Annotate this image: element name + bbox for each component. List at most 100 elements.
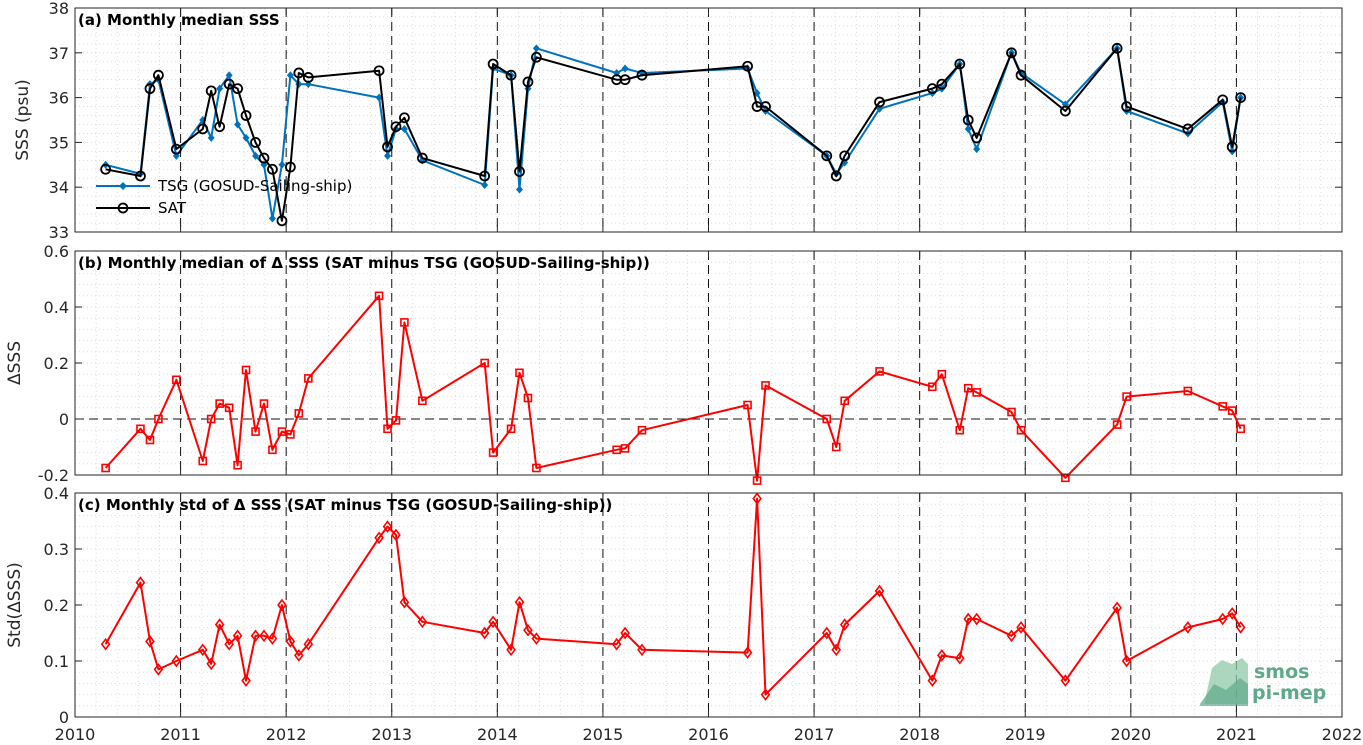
data-point xyxy=(973,145,981,154)
data-point xyxy=(963,383,973,393)
data-point xyxy=(234,120,242,129)
x-tick-label: 2016 xyxy=(688,725,729,744)
data-point xyxy=(136,424,145,434)
data-point xyxy=(170,143,182,155)
data-point xyxy=(637,643,647,657)
data-point xyxy=(752,492,762,505)
data-point xyxy=(286,430,295,439)
data-point xyxy=(1061,473,1070,483)
y-tick-label: 0.6 xyxy=(44,242,69,261)
x-tick-label: 2014 xyxy=(477,725,518,744)
data-point xyxy=(515,368,524,378)
data-point xyxy=(242,133,250,142)
panel-b-title: (b) Monthly median of Δ SSS (SAT minus T… xyxy=(78,254,650,272)
data-point xyxy=(197,123,209,135)
data-point xyxy=(206,414,216,424)
data-point xyxy=(506,424,516,434)
data-point xyxy=(1121,101,1133,112)
data-point xyxy=(1227,406,1237,415)
legend-tsg-label: TSG (GOSUD-Sailing-ship) xyxy=(157,177,352,195)
data-point xyxy=(927,674,938,687)
data-point xyxy=(972,388,981,397)
data-point xyxy=(241,674,251,687)
data-point xyxy=(620,626,630,640)
data-point xyxy=(936,78,948,90)
data-point xyxy=(223,78,235,90)
data-point xyxy=(964,124,972,133)
data-point xyxy=(101,463,110,473)
data-point xyxy=(294,649,304,662)
data-point xyxy=(1218,402,1227,411)
data-point xyxy=(522,76,534,88)
data-point xyxy=(224,403,234,413)
data-point xyxy=(400,318,409,327)
data-point xyxy=(294,409,304,418)
data-point xyxy=(481,180,489,189)
data-point xyxy=(1182,123,1194,135)
data-point xyxy=(1227,607,1237,620)
data-point xyxy=(531,632,542,645)
data-point xyxy=(214,618,225,631)
logo-text-smos: smos xyxy=(1254,661,1309,683)
data-point xyxy=(962,114,974,126)
data-point xyxy=(530,51,542,63)
data-point xyxy=(171,654,182,668)
y-tick-label: 0 xyxy=(59,708,69,727)
x-tick-label: 2020 xyxy=(1110,725,1151,744)
data-point xyxy=(830,170,842,182)
data-point xyxy=(839,150,851,162)
data-point xyxy=(259,629,269,643)
panel-c-series xyxy=(100,492,1246,701)
data-point xyxy=(267,632,278,645)
data-point xyxy=(418,396,427,406)
data-point xyxy=(145,435,155,445)
panel-b-ticks: -0.2 0 0.2 0.4 0.6 xyxy=(38,242,1343,485)
data-point xyxy=(1112,420,1122,429)
panel-a-ylabel: SSS (psu) xyxy=(13,79,33,160)
data-point xyxy=(268,214,276,223)
y-tick-label: 0.4 xyxy=(44,484,69,503)
data-point xyxy=(611,637,622,651)
logo-emblem-shade xyxy=(1200,678,1248,706)
y-tick-label: 36 xyxy=(49,89,69,108)
data-point xyxy=(479,170,491,182)
y-tick-label: 0.1 xyxy=(44,652,69,671)
data-point xyxy=(241,365,251,375)
data-point xyxy=(135,576,146,589)
data-point xyxy=(374,291,384,301)
x-axis-tick-labels: 2010 2011 2012 2013 2014 2015 2016 2017 2018 2019… xyxy=(55,725,1363,744)
smos-pi-mep-logo: smos pi-mep xyxy=(1200,658,1326,706)
data-point xyxy=(532,463,541,473)
legend-sat-label: SAT xyxy=(158,199,187,217)
data-point xyxy=(840,396,850,406)
data-point xyxy=(532,44,540,53)
data-point xyxy=(875,367,884,376)
data-point xyxy=(233,460,242,470)
data-point xyxy=(874,584,885,598)
data-point xyxy=(954,58,966,70)
data-point xyxy=(302,72,314,83)
data-point xyxy=(760,688,771,701)
x-tick-label: 2021 xyxy=(1216,725,1257,744)
data-point xyxy=(278,160,286,169)
data-point xyxy=(937,369,947,379)
data-point xyxy=(874,96,885,108)
data-point xyxy=(831,643,842,657)
data-point xyxy=(1016,425,1026,435)
data-point xyxy=(416,152,428,164)
panel-b-series xyxy=(101,291,1245,485)
data-point xyxy=(621,64,629,73)
data-point xyxy=(391,416,401,425)
data-point xyxy=(1060,674,1071,687)
data-point xyxy=(250,629,261,643)
data-point xyxy=(1112,601,1122,615)
panel-a-grid xyxy=(74,7,1343,233)
panel-b-frame xyxy=(74,250,1343,476)
panel-a-series xyxy=(100,42,1247,227)
x-tick-label: 2011 xyxy=(160,725,201,744)
data-point xyxy=(382,141,393,153)
panel-b: -0.2 0 0.2 0.4 0.6 (b) Monthly median of Δ S… xyxy=(5,242,1343,485)
data-point xyxy=(145,635,155,648)
x-tick-label: 2017 xyxy=(794,725,835,744)
panel-c: 0 0.1 0.2 0.3 0.4 (c) Monthly std of Δ SSS (… xyxy=(5,484,1343,727)
